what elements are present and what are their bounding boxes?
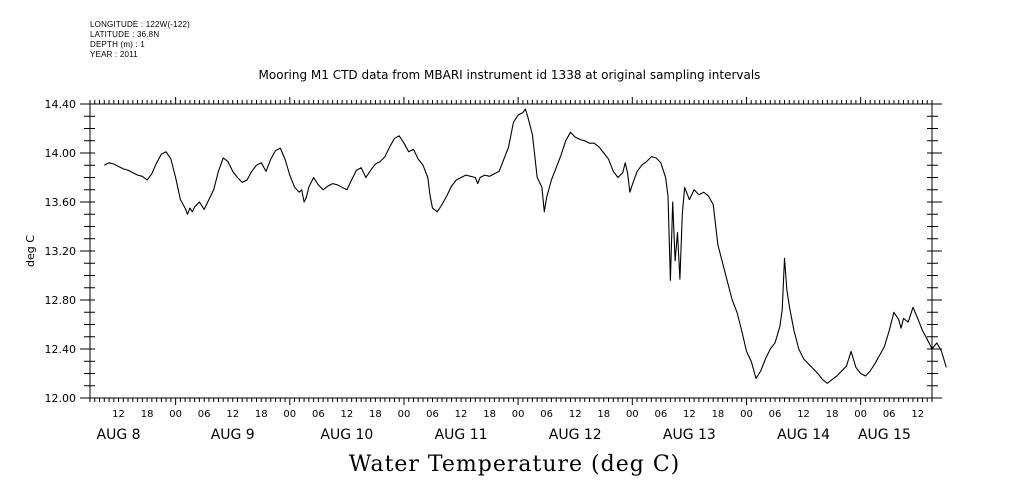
temperature-series-line: [104, 108, 947, 384]
y-tick-label: 13.60: [45, 196, 77, 209]
depth-label: DEPTH (m) : 1: [90, 40, 146, 49]
bottom-title: Water Temperature (deg C): [348, 452, 681, 477]
x-hour-tick-label: 06: [198, 409, 211, 420]
x-day-label: AUG 8: [97, 427, 141, 443]
x-hour-tick-label: 06: [540, 409, 553, 420]
x-hour-tick-label: 00: [398, 409, 411, 420]
x-hour-tick-label: 12: [341, 409, 354, 420]
y-tick-label: 14.00: [45, 147, 77, 160]
metadata-block: LONGITUDE : 122W(-122) LATITUDE : 36.8N …: [90, 20, 190, 60]
x-hour-tick-label: 18: [255, 409, 268, 420]
x-hour-tick-label: 12: [911, 409, 924, 420]
x-hour-tick-label: 18: [597, 409, 610, 420]
x-hour-tick-label: 12: [797, 409, 810, 420]
x-hour-tick-label: 12: [455, 409, 468, 420]
x-hour-tick-label: 00: [740, 409, 753, 420]
year-label: YEAR : 2011: [90, 50, 138, 59]
y-tick-label: 12.40: [45, 343, 77, 356]
x-hour-tick-label: 18: [826, 409, 839, 420]
x-hour-tick-label: 18: [712, 409, 725, 420]
x-hour-tick-label: 12: [683, 409, 696, 420]
x-hour-tick-label: 18: [483, 409, 496, 420]
y-tick-label: 14.40: [45, 98, 77, 111]
x-day-label: AUG 14: [777, 427, 830, 443]
x-hour-tick-label: 12: [569, 409, 582, 420]
y-tick-label: 13.20: [45, 245, 77, 258]
x-day-label: AUG 10: [320, 427, 373, 443]
x-hour-tick-label: 06: [883, 409, 896, 420]
latitude-label: LATITUDE : 36.8N: [90, 30, 160, 39]
x-hour-tick-label: 06: [654, 409, 667, 420]
x-hour-tick-label: 12: [112, 409, 125, 420]
x-day-label: AUG 12: [549, 427, 602, 443]
longitude-label: LONGITUDE : 122W(-122): [90, 20, 190, 29]
chart-title: Mooring M1 CTD data from MBARI instrumen…: [258, 68, 761, 82]
x-hour-tick-label: 06: [426, 409, 439, 420]
x-day-label: AUG 9: [211, 427, 255, 443]
y-axis-label: deg C: [24, 235, 37, 267]
x-hour-tick-label: 06: [312, 409, 325, 420]
x-hour-tick-label: 06: [769, 409, 782, 420]
plot-frame: [89, 103, 933, 399]
x-hour-tick-label: 00: [283, 409, 296, 420]
x-hour-tick-label: 00: [626, 409, 639, 420]
x-day-label: AUG 11: [435, 427, 488, 443]
x-hour-tick-label: 00: [854, 409, 867, 420]
y-tick-label: 12.80: [45, 294, 77, 307]
x-hour-tick-label: 00: [512, 409, 525, 420]
y-tick-label: 12.00: [45, 392, 77, 405]
x-hour-tick-label: 12: [226, 409, 239, 420]
x-hour-tick-label: 18: [141, 409, 154, 420]
x-day-label: AUG 15: [858, 427, 911, 443]
x-hour-tick-label: 18: [369, 409, 382, 420]
x-day-label: AUG 13: [663, 427, 716, 443]
x-hour-tick-label: 00: [169, 409, 182, 420]
